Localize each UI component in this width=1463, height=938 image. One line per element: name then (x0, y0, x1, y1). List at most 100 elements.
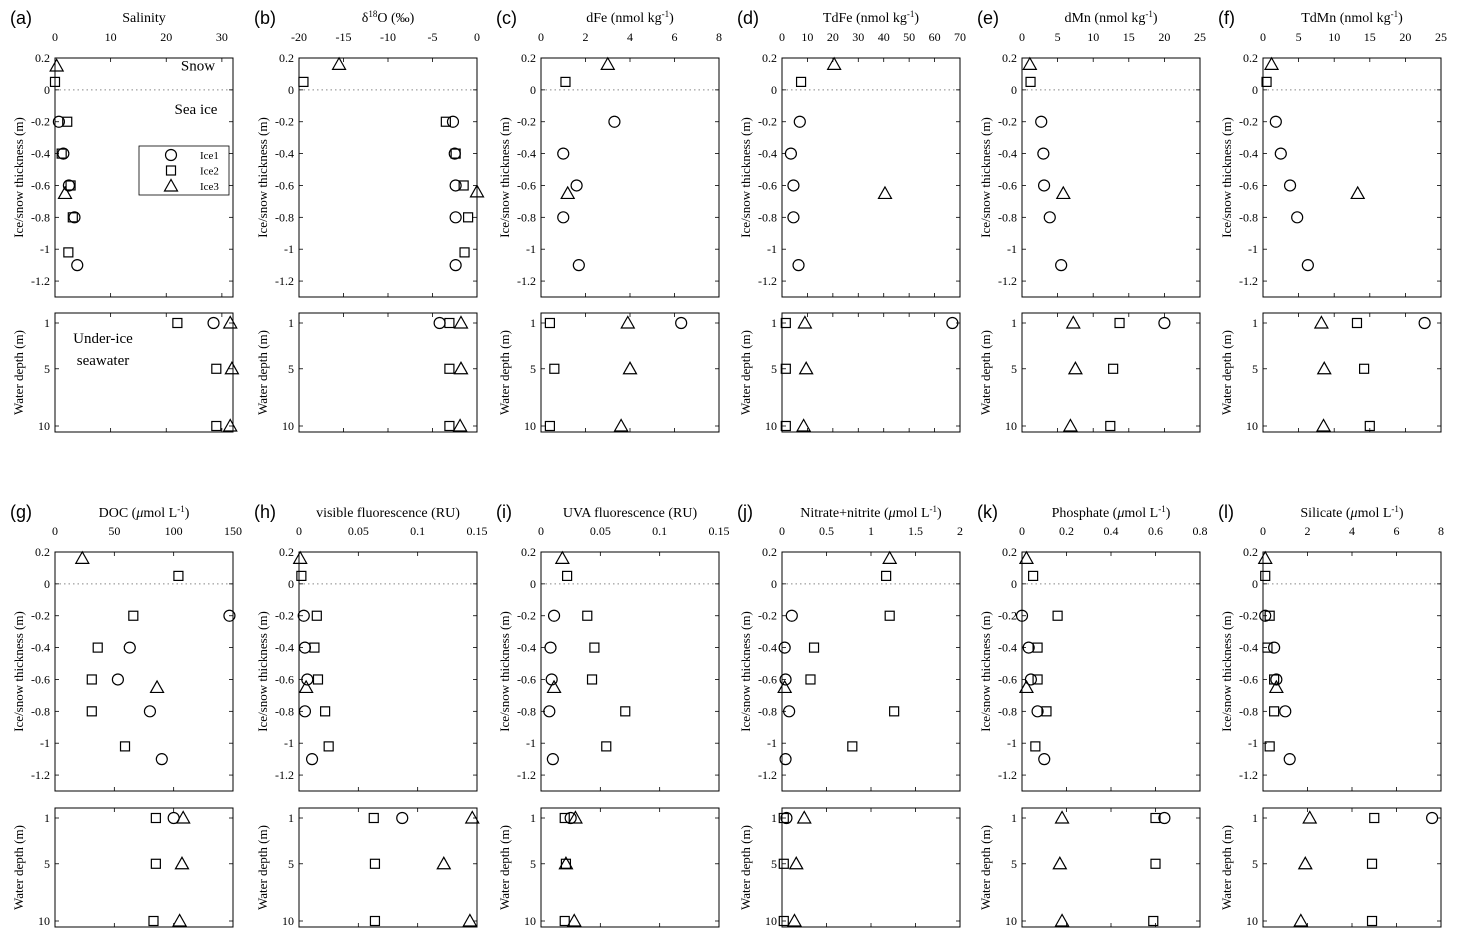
panel-letter: (a) (10, 8, 32, 28)
y-tick-label: 10 (1246, 914, 1258, 928)
y-tick-label: -0.4 (275, 147, 294, 161)
marker-ice3-water (796, 418, 812, 432)
marker-ice2-water (1108, 363, 1119, 374)
legend-label: Ice1 (200, 150, 219, 162)
legend-marker-ice1 (164, 148, 178, 162)
title-part: mol L (896, 506, 930, 521)
title-part: μ (1116, 506, 1124, 521)
y-tick-label: -0.8 (31, 704, 50, 718)
marker-ice1-ice (557, 211, 570, 224)
marker-ice3-water (1313, 315, 1329, 329)
marker-ice3-water (558, 856, 574, 870)
marker-ice2-ice (463, 212, 474, 223)
panel-title: TdFe (nmol kg-1) (823, 9, 920, 26)
marker-ice1-ice (792, 259, 805, 272)
y-tick-label: -0.2 (998, 609, 1017, 623)
marker-ice2-water (444, 363, 455, 374)
marker-ice3-water (222, 418, 238, 432)
marker-ice1-ice (1037, 147, 1050, 160)
marker-ice2-water (778, 858, 789, 869)
title-part: TdFe (nmol kg (823, 11, 907, 26)
marker-ice1-ice (57, 147, 70, 160)
title-part: μ (135, 506, 143, 521)
marker-ice1-ice (1031, 705, 1044, 718)
marker-ice3-water (1065, 315, 1081, 329)
marker-ice3-water (1316, 361, 1332, 375)
marker-ice2-ice (312, 674, 324, 685)
y-tick-label: 0 (1011, 83, 1017, 97)
y-tick-label: 5 (771, 857, 777, 871)
marker-ice1-ice (1043, 211, 1056, 224)
annotation-seawater: seawater (77, 353, 129, 369)
y-tick-label: -1.2 (998, 274, 1017, 288)
y-tick-label: -0.2 (758, 609, 777, 623)
y-tick-label: 5 (44, 362, 50, 376)
y-tick-label: 10 (524, 419, 536, 433)
title-part: UVA fluorescence (RU) (563, 506, 698, 521)
marker-ice1-ice (52, 115, 65, 128)
x-tick-label: 0.6 (1148, 524, 1163, 538)
marker-ice2-ice (1041, 706, 1052, 717)
marker-ice2-ice (1262, 642, 1273, 653)
x-tick-label: 20 (160, 30, 172, 44)
panel-letter: (h) (254, 502, 276, 522)
marker-ice2-water (1359, 363, 1370, 374)
y-tick-label: 0 (771, 577, 777, 591)
marker-ice2-ice (296, 570, 307, 582)
marker-ice3-ice (1264, 56, 1280, 70)
marker-ice3-water (1054, 913, 1070, 927)
marker-ice2-water (559, 915, 570, 927)
marker-ice2-ice (808, 642, 820, 653)
title-part: ) (669, 11, 674, 26)
x-tick-label: 0 (296, 524, 302, 538)
title-part: Silicate ( (1300, 506, 1350, 521)
ice-axes-frame (781, 57, 961, 298)
y-tick-label: -0.8 (758, 704, 777, 718)
y-tick-label: -0.4 (517, 641, 536, 655)
y-tick-label: 5 (288, 362, 294, 376)
marker-ice2-ice (86, 706, 97, 717)
ice-axes-frame (298, 551, 478, 792)
x-tick-label: 60 (929, 30, 941, 44)
ice-axes-frame (54, 551, 234, 792)
marker-ice2-ice (1264, 610, 1275, 621)
marker-ice2-ice (601, 741, 612, 752)
y-tick-label: -1 (526, 736, 536, 750)
panel-title: Nitrate+nitrite (μmol L-1) (800, 504, 942, 521)
y-axis-label-water: Water depth (m) (978, 330, 993, 415)
y-tick-label: -0.6 (517, 672, 536, 686)
marker-ice1-ice (143, 705, 157, 718)
y-tick-label: -1.2 (998, 768, 1017, 782)
marker-ice2-ice (56, 148, 67, 159)
marker-ice3-water (1054, 810, 1070, 824)
marker-ice2-water (544, 317, 556, 329)
y-tick-label: 10 (524, 914, 536, 928)
marker-ice3-water (174, 856, 190, 870)
marker-ice2-water (1148, 915, 1159, 927)
marker-ice1-ice (1037, 179, 1051, 192)
y-tick-label: -0.2 (275, 115, 294, 129)
x-tick-label: 20 (1399, 30, 1411, 44)
panel-title: TdMn (nmol kg-1) (1301, 9, 1403, 26)
marker-ice2-ice (1269, 706, 1280, 717)
y-tick-label: -0.6 (758, 672, 777, 686)
y-tick-label: -0.4 (517, 147, 536, 161)
marker-ice1-ice (547, 609, 561, 622)
marker-ice2-water (369, 858, 381, 869)
title-part: ) (1166, 506, 1171, 521)
y-tick-label: 10 (1005, 419, 1017, 433)
title-part: mol L (1124, 506, 1158, 521)
x-tick-label: 0 (1260, 30, 1266, 44)
y-tick-label: 10 (282, 419, 294, 433)
y-tick-label: -0.4 (1239, 641, 1258, 655)
y-tick-label: 1 (1252, 811, 1258, 825)
marker-ice3-water (453, 315, 469, 329)
ice-axes-frame (54, 57, 234, 298)
y-tick-label: 10 (1246, 419, 1258, 433)
marker-ice3-ice (149, 679, 165, 694)
water-axes-frame (781, 312, 961, 433)
panel-letter: (d) (737, 8, 759, 28)
y-tick-label: 0.2 (35, 545, 50, 559)
y-tick-label: 0 (288, 577, 294, 591)
marker-ice1-ice (155, 753, 168, 766)
